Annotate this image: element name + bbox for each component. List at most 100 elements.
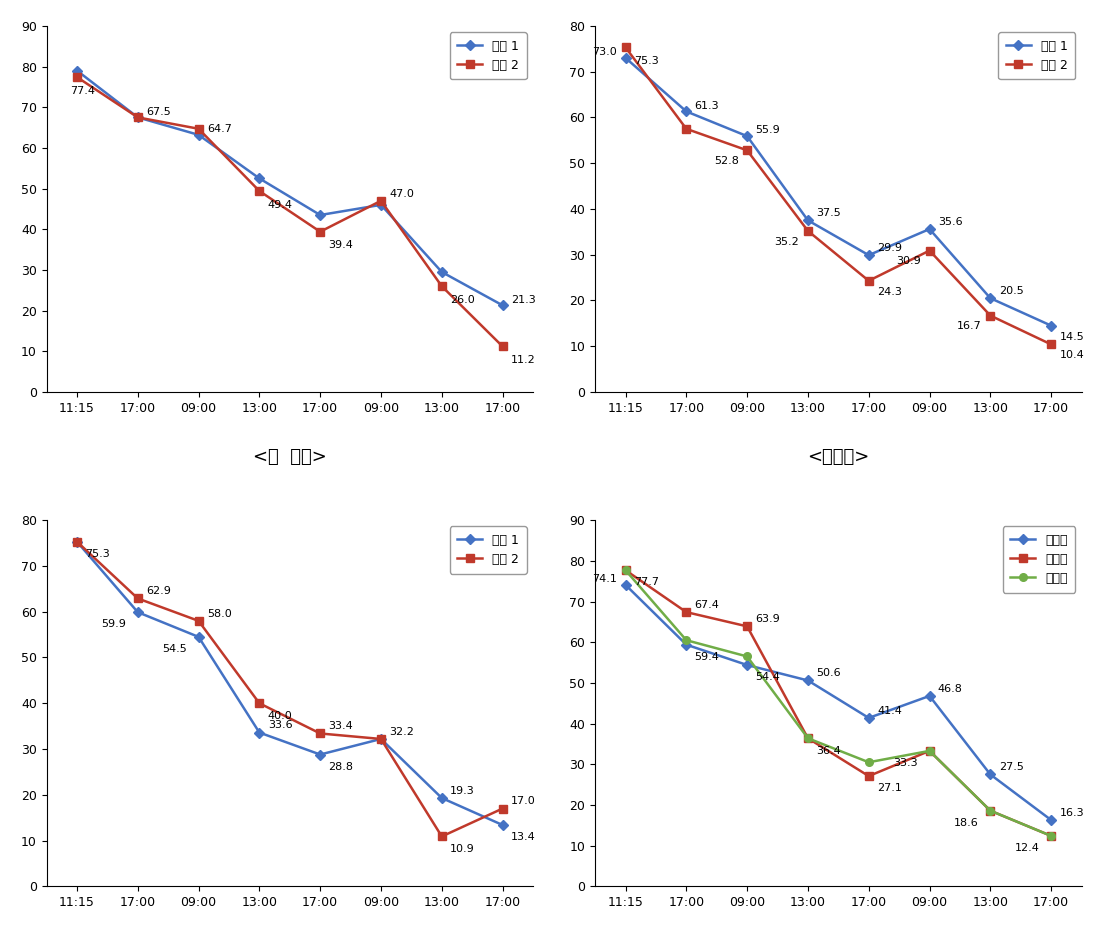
Text: 17.0: 17.0 xyxy=(511,797,536,806)
Legend: 반전 1, 반전 2: 반전 1, 반전 2 xyxy=(450,32,527,79)
반전 1 xyxy=(862,249,875,260)
로울러 xyxy=(862,757,875,768)
임펜러 xyxy=(619,564,632,576)
Text: 20.5: 20.5 xyxy=(999,286,1023,296)
무처리 xyxy=(680,639,693,650)
Line: 반전 2: 반전 2 xyxy=(622,44,1055,348)
반전 1 xyxy=(374,733,388,745)
Text: 30.9: 30.9 xyxy=(897,257,921,267)
반전 2 xyxy=(374,733,388,745)
반전 2 xyxy=(131,592,144,604)
반전 2 xyxy=(1044,339,1058,350)
Text: 77.4: 77.4 xyxy=(70,86,96,96)
반전 1 xyxy=(496,819,509,830)
반전 2 xyxy=(436,281,449,292)
무처리 xyxy=(801,675,814,686)
Text: 47.0: 47.0 xyxy=(389,188,414,199)
반전 1 xyxy=(252,727,266,738)
Text: 19.3: 19.3 xyxy=(450,786,474,796)
로울러 xyxy=(619,564,632,576)
반전 2 xyxy=(374,195,388,206)
Text: 54.4: 54.4 xyxy=(755,673,780,682)
Legend: 반전 1, 반전 2: 반전 1, 반전 2 xyxy=(450,526,527,574)
반전 1 xyxy=(436,792,449,803)
무처리 xyxy=(983,769,997,780)
Text: 10.9: 10.9 xyxy=(450,843,474,854)
임펜러 xyxy=(923,745,937,757)
Text: 33.6: 33.6 xyxy=(268,720,292,731)
반전 2 xyxy=(740,145,753,156)
Line: 반전 2: 반전 2 xyxy=(73,537,507,841)
반전 1 xyxy=(1044,320,1058,331)
Text: 29.9: 29.9 xyxy=(877,243,902,253)
임펜러 xyxy=(862,771,875,782)
Text: 55.9: 55.9 xyxy=(755,125,780,135)
임펜러 xyxy=(801,732,814,744)
Line: 반전 1: 반전 1 xyxy=(73,537,507,829)
Text: 41.4: 41.4 xyxy=(877,705,902,716)
반전 1 xyxy=(680,105,693,117)
Legend: 무처리, 임펜러, 로울러: 무처리, 임펜러, 로울러 xyxy=(1003,526,1075,593)
Text: 77.7: 77.7 xyxy=(634,578,659,588)
반전 2 xyxy=(496,803,509,815)
Text: 61.3: 61.3 xyxy=(694,101,719,111)
반전 2 xyxy=(252,698,266,709)
반전 1 xyxy=(801,215,814,226)
Text: 74.1: 74.1 xyxy=(592,574,617,584)
반전 1 xyxy=(619,52,632,63)
Text: 64.7: 64.7 xyxy=(207,124,232,134)
반전 1 xyxy=(252,173,266,184)
로울러 xyxy=(983,805,997,816)
Text: 50.6: 50.6 xyxy=(817,668,841,678)
로울러 xyxy=(801,732,814,744)
로울러 xyxy=(680,634,693,646)
반전 1 xyxy=(983,293,997,304)
반전 1 xyxy=(923,224,937,235)
무처리 xyxy=(619,579,632,591)
Text: 40.0: 40.0 xyxy=(268,711,292,720)
반전 2 xyxy=(862,275,875,286)
반전 2 xyxy=(252,186,266,197)
Text: 67.5: 67.5 xyxy=(146,106,171,117)
Text: 37.5: 37.5 xyxy=(817,208,841,218)
반전 1 xyxy=(374,200,388,211)
Text: 62.9: 62.9 xyxy=(146,586,171,596)
Text: 73.0: 73.0 xyxy=(592,47,617,57)
반전 1 xyxy=(131,112,144,123)
반전 2 xyxy=(496,341,509,352)
Text: 13.4: 13.4 xyxy=(511,832,536,842)
Text: 10.4: 10.4 xyxy=(1060,350,1084,360)
임펜러 xyxy=(983,805,997,816)
Text: 46.8: 46.8 xyxy=(938,684,963,694)
Text: 35.2: 35.2 xyxy=(774,237,799,247)
반전 1 xyxy=(70,65,83,77)
Text: 24.3: 24.3 xyxy=(877,286,902,297)
Text: 12.4: 12.4 xyxy=(1015,843,1040,853)
반전 2 xyxy=(70,72,83,83)
Text: 16.7: 16.7 xyxy=(957,322,982,331)
Line: 반전 1: 반전 1 xyxy=(622,54,1055,329)
반전 1 xyxy=(313,209,327,220)
반전 1 xyxy=(131,606,144,618)
반전 2 xyxy=(313,226,327,237)
Text: 36.4: 36.4 xyxy=(817,745,841,756)
반전 2 xyxy=(923,245,937,257)
Line: 임펜러: 임펜러 xyxy=(622,566,1055,840)
Text: 58.0: 58.0 xyxy=(207,608,232,619)
Text: 32.2: 32.2 xyxy=(389,727,414,737)
반전 2 xyxy=(436,831,449,842)
반전 1 xyxy=(313,749,327,760)
Text: <임펜러>: <임펜러> xyxy=(808,448,870,466)
반전 2 xyxy=(192,615,206,626)
임펜러 xyxy=(1044,830,1058,842)
반전 2 xyxy=(983,310,997,321)
Text: 21.3: 21.3 xyxy=(511,295,536,304)
반전 1 xyxy=(192,632,206,643)
반전 1 xyxy=(192,130,206,141)
반전 1 xyxy=(436,267,449,278)
Text: 67.4: 67.4 xyxy=(694,600,720,610)
Text: 35.6: 35.6 xyxy=(938,216,962,227)
반전 2 xyxy=(192,123,206,134)
반전 2 xyxy=(680,123,693,134)
로울러 xyxy=(923,745,937,757)
